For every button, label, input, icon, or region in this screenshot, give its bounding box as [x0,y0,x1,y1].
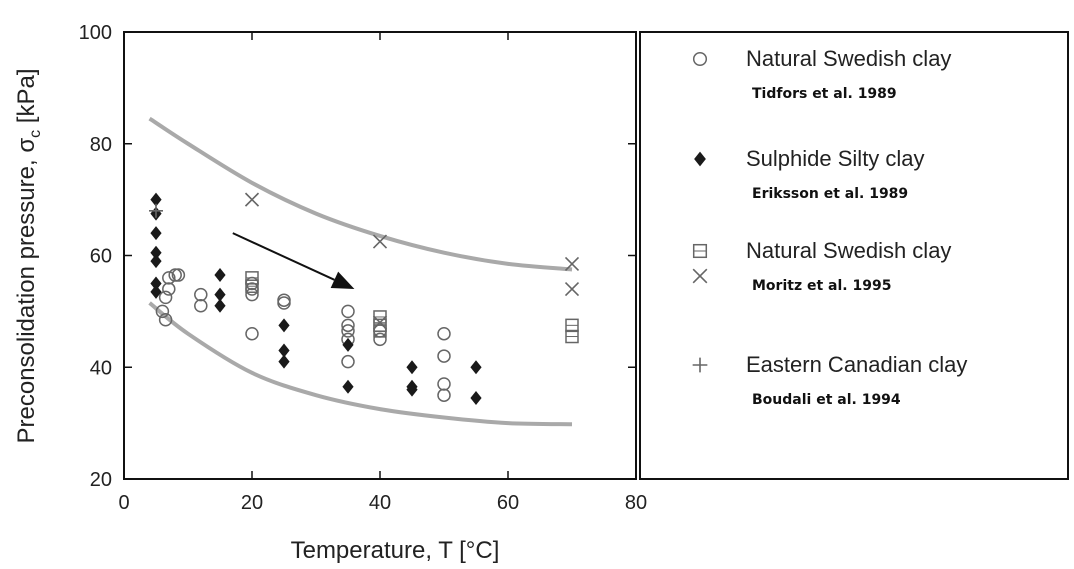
circle-point [341,318,355,333]
diamond-point [214,298,226,313]
circle-point [245,287,259,302]
diamond-point [406,360,418,375]
circle-point [162,282,176,296]
diamond-point [278,343,290,358]
diamond-point [150,226,162,241]
x-tick-label: 60 [497,492,519,514]
circle-point [194,299,208,313]
y-tick-label: 20 [90,469,112,491]
square-point [245,271,259,285]
x-point [372,234,388,249]
circle-point [437,326,451,341]
diamond-point [214,287,226,302]
arrow-head [330,271,355,290]
y-tick-label: 80 [90,134,112,156]
x-axis-label: Temperature, T [°C] [291,537,500,564]
diamond-point [278,318,290,333]
circle-point [341,354,355,369]
y-tick-label: 100 [79,22,112,44]
square-point [245,279,259,293]
circle-point [171,268,186,282]
diamond-point [150,192,162,207]
legend-reference: Moritz et al. 1995 [752,278,891,294]
circle-point [437,377,451,391]
circle-point [437,388,451,402]
legend-box [639,31,1069,480]
diamond-point [470,390,482,405]
y-axis-label: Preconsolidation pressure, σc [kPa] [13,69,44,444]
lower-bound-curve [148,301,573,427]
x-tick-label: 40 [369,492,391,514]
legend-entry: Sulphide Silty clay Eriksson et al. 1989 [694,146,925,202]
data-points [149,192,580,405]
axis-ticks: 0 20 40 60 80 20 40 60 80 100 [79,22,648,514]
circle-point [155,304,170,319]
legend-label: Sulphide Silty clay [746,146,925,171]
legend-label: Natural Swedish clay [746,46,951,71]
x-tick-label: 20 [241,492,263,514]
x-legend-icon [692,268,708,284]
diamond-point [214,268,226,283]
legend: Natural Swedish clay Tidfors et al. 1989 S… [692,46,967,408]
circle-point [158,290,173,305]
y-tick-label: 40 [90,357,112,379]
diamond-point [150,284,162,299]
x-tick-label: 80 [625,492,647,514]
square-legend-icon [692,243,708,259]
diamond-point [342,337,354,352]
circle-point [168,268,182,282]
circle-point [245,326,259,341]
circle-legend-icon [692,51,708,67]
legend-reference: Tidfors et al. 1989 [752,86,897,102]
plus-legend-icon [692,357,708,373]
legend-label: Natural Swedish clay [746,238,951,263]
diamond-point [342,379,354,394]
diamond-legend-icon [694,151,706,167]
plot-frame [123,31,637,480]
x-tick-label: 0 [118,492,129,514]
trend-arrow [232,232,355,290]
circle-point [158,313,173,327]
square-point [565,318,579,333]
x-point [564,281,580,297]
x-point [244,192,260,207]
circle-point [194,287,208,302]
diamond-point [278,354,290,369]
x-point [372,315,388,330]
legend-entry: Eastern Canadian clay Boudali et al. 1994 [692,352,967,408]
y-tick-label: 60 [90,246,112,268]
square-point [373,324,387,338]
circle-point [341,304,355,319]
circle-point [437,349,451,363]
circle-point [373,332,387,347]
circle-point [277,296,291,310]
legend-entry: Natural Swedish clay Moritz et al. 1995 [692,238,951,294]
legend-entry: Natural Swedish clay Tidfors et al. 1989 [692,46,951,102]
x-point [564,256,580,271]
circle-point [341,324,355,338]
upper-bound-curve [148,116,573,272]
circle-point [162,271,176,285]
legend-label: Eastern Canadian clay [746,352,967,377]
diamond-point [150,276,162,291]
diamond-point [470,360,482,375]
legend-reference: Eriksson et al. 1989 [752,186,908,202]
legend-reference: Boudali et al. 1994 [752,392,901,408]
diamond-point [150,245,162,260]
plus-point [149,203,163,218]
square-point [565,329,579,344]
arrow-shaft [232,232,335,281]
bound-curves [148,116,573,427]
diamond-point [150,254,162,269]
diamond-point [406,382,418,397]
